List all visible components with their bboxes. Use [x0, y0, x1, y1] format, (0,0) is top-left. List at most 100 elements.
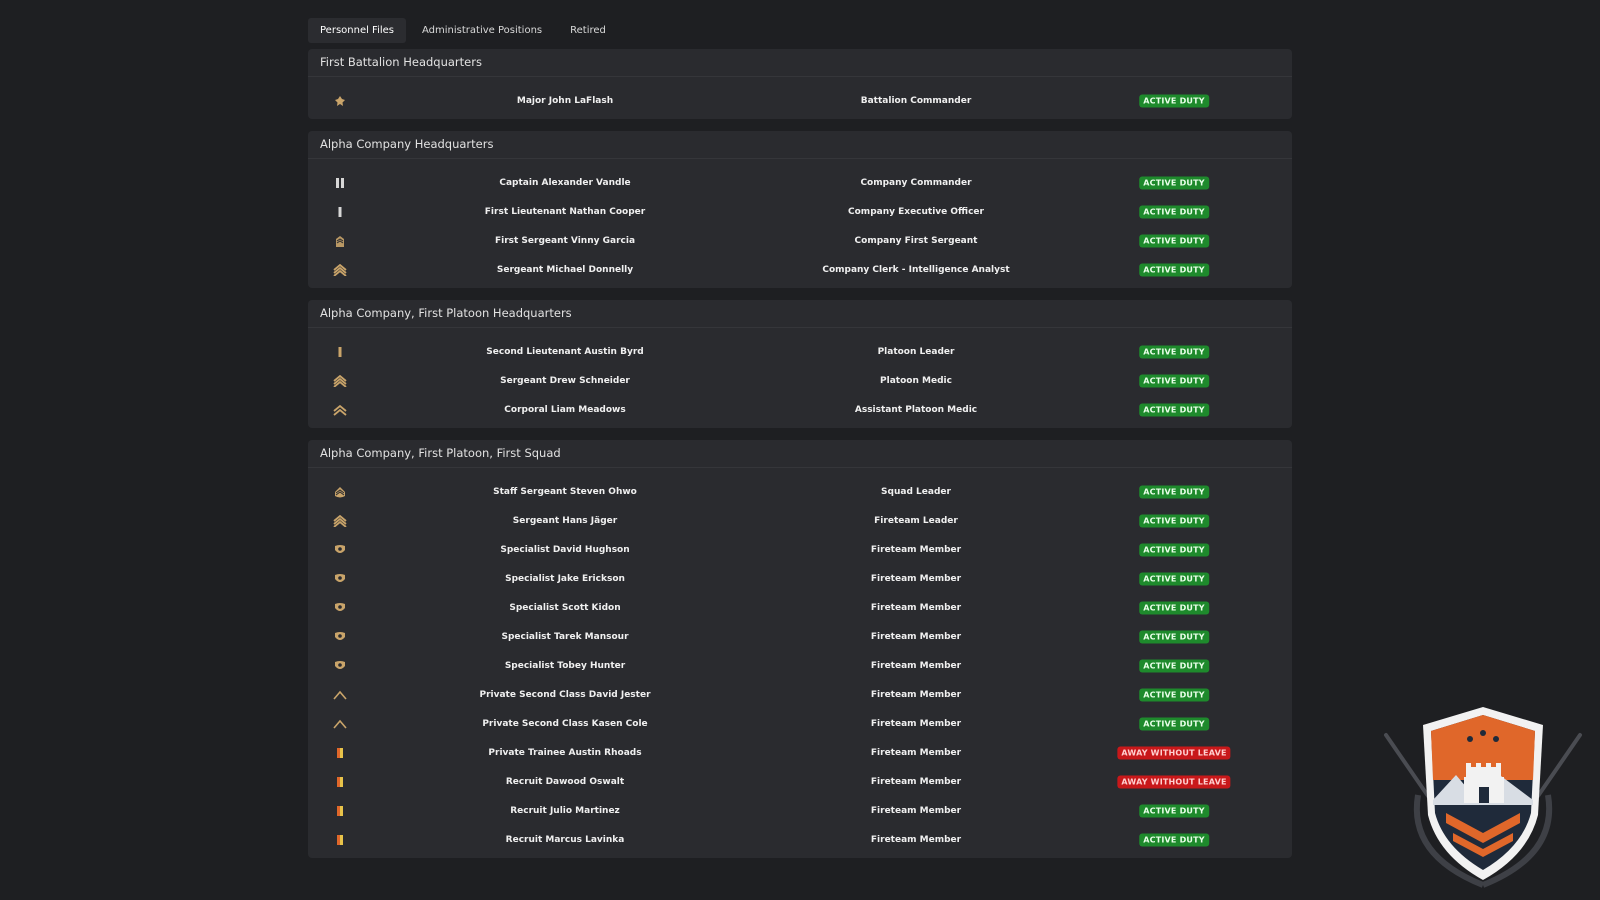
- member-position: Assistant Platoon Medic: [854, 404, 978, 415]
- status-badge: ACTIVE DUTY: [1139, 205, 1209, 218]
- status-badge: ACTIVE DUTY: [1139, 688, 1209, 701]
- recruit-insignia-icon: [333, 833, 347, 847]
- specialist-insignia-icon: [333, 630, 347, 644]
- first-sergeant-insignia-icon: [333, 234, 347, 248]
- personnel-sections: First Battalion Headquarters Major John L…: [308, 49, 1292, 870]
- personnel-list: Staff Sergeant Steven Ohwo Squad Leader AC…: [308, 468, 1292, 858]
- tab-administrative-positions[interactable]: Administrative Positions: [422, 24, 543, 36]
- personnel-section: Alpha Company, First Platoon, First Squa…: [308, 440, 1292, 858]
- member-name[interactable]: Recruit Marcus Lavinka: [505, 834, 625, 845]
- member-name[interactable]: Specialist Tobey Hunter: [504, 660, 626, 671]
- personnel-row[interactable]: Corporal Liam Meadows Assistant Platoon M…: [308, 395, 1292, 424]
- member-name[interactable]: Corporal Liam Meadows: [504, 404, 626, 415]
- member-position: Company Commander: [860, 177, 972, 188]
- sergeant-insignia-icon: [333, 374, 347, 388]
- status-badge: ACTIVE DUTY: [1139, 514, 1209, 527]
- personnel-section: Alpha Company Headquarters Captain Alexan…: [308, 131, 1292, 288]
- personnel-row[interactable]: Specialist Jake Erickson Fireteam Member A…: [308, 564, 1292, 593]
- section-title: Alpha Company Headquarters: [308, 131, 1292, 159]
- member-name[interactable]: Specialist Tarek Mansour: [501, 631, 629, 642]
- member-position: Fireteam Member: [870, 834, 962, 845]
- personnel-row[interactable]: Captain Alexander Vandle Company Commande…: [308, 168, 1292, 197]
- section-title: First Battalion Headquarters: [308, 49, 1292, 77]
- member-name[interactable]: Specialist Jake Erickson: [505, 573, 625, 584]
- personnel-row[interactable]: Recruit Dawood Oswalt Fireteam Member AWAY…: [308, 767, 1292, 796]
- member-position: Company Executive Officer: [848, 206, 984, 217]
- member-position: Fireteam Member: [870, 631, 962, 642]
- member-name[interactable]: Sergeant Michael Donnelly: [496, 264, 634, 275]
- member-position: Company First Sergeant: [854, 235, 978, 246]
- captain-insignia-icon: [333, 176, 347, 190]
- member-name[interactable]: Specialist David Hughson: [500, 544, 630, 555]
- personnel-row[interactable]: Recruit Julio Martinez Fireteam Member ACT…: [308, 796, 1292, 825]
- unit-crest-icon: [1384, 707, 1582, 888]
- member-position: Fireteam Leader: [874, 515, 958, 526]
- member-name[interactable]: Second Lieutenant Austin Byrd: [486, 346, 644, 357]
- status-badge: ACTIVE DUTY: [1139, 601, 1209, 614]
- member-position: Fireteam Member: [870, 718, 962, 729]
- member-name[interactable]: First Sergeant Vinny Garcia: [494, 235, 636, 246]
- corporal-insignia-icon: [333, 403, 347, 417]
- personnel-row[interactable]: Second Lieutenant Austin Byrd Platoon Lea…: [308, 337, 1292, 366]
- personnel-row[interactable]: Specialist Tarek Mansour Fireteam Member A…: [308, 622, 1292, 651]
- member-name[interactable]: Major John LaFlash: [516, 95, 614, 106]
- member-position: Fireteam Member: [870, 689, 962, 700]
- section-title: Alpha Company, First Platoon, First Squa…: [308, 440, 1292, 468]
- member-position: Fireteam Member: [870, 776, 962, 787]
- member-name[interactable]: Private Second Class David Jester: [479, 689, 651, 700]
- personnel-row[interactable]: Specialist David Hughson Fireteam Member A…: [308, 535, 1292, 564]
- specialist-insignia-icon: [333, 572, 347, 586]
- member-name[interactable]: First Lieutenant Nathan Cooper: [484, 206, 646, 217]
- member-position: Platoon Leader: [877, 346, 955, 357]
- member-position: Squad Leader: [881, 486, 951, 497]
- personnel-row[interactable]: Sergeant Drew Schneider Platoon Medic ACTI…: [308, 366, 1292, 395]
- status-badge: ACTIVE DUTY: [1139, 94, 1209, 107]
- member-position: Fireteam Member: [870, 660, 962, 671]
- personnel-row[interactable]: Private Second Class Kasen Cole Fireteam …: [308, 709, 1292, 738]
- member-position: Fireteam Member: [870, 805, 962, 816]
- member-position: Fireteam Member: [870, 573, 962, 584]
- sergeant-insignia-icon: [333, 514, 347, 528]
- member-position: Fireteam Member: [870, 544, 962, 555]
- tab-personnel-files[interactable]: Personnel Files: [308, 17, 406, 43]
- member-position: Company Clerk - Intelligence Analyst: [822, 264, 1010, 275]
- recruit-insignia-icon: [333, 804, 347, 818]
- personnel-row[interactable]: Specialist Tobey Hunter Fireteam Member AC…: [308, 651, 1292, 680]
- personnel-row[interactable]: Recruit Marcus Lavinka Fireteam Member ACT…: [308, 825, 1292, 854]
- member-name[interactable]: Sergeant Hans Jäger: [512, 515, 618, 526]
- personnel-section: First Battalion Headquarters Major John L…: [308, 49, 1292, 119]
- personnel-row[interactable]: First Lieutenant Nathan Cooper Company Ex…: [308, 197, 1292, 226]
- member-name[interactable]: Private Trainee Austin Rhoads: [488, 747, 642, 758]
- private-second-class-insignia-icon: [333, 688, 347, 702]
- personnel-row[interactable]: Staff Sergeant Steven Ohwo Squad Leader AC…: [308, 477, 1292, 506]
- member-name[interactable]: Staff Sergeant Steven Ohwo: [493, 486, 637, 497]
- personnel-row[interactable]: Sergeant Hans Jäger Fireteam Leader ACTIVE…: [308, 506, 1292, 535]
- trainee-insignia-icon: [333, 746, 347, 760]
- member-name[interactable]: Specialist Scott Kidon: [509, 602, 621, 613]
- recruit-insignia-icon: [333, 775, 347, 789]
- status-badge: ACTIVE DUTY: [1139, 403, 1209, 416]
- member-name[interactable]: Recruit Julio Martinez: [510, 805, 620, 816]
- member-name[interactable]: Sergeant Drew Schneider: [500, 375, 630, 386]
- personnel-row[interactable]: Major John LaFlash Battalion Commander ACT…: [308, 86, 1292, 115]
- status-badge: ACTIVE DUTY: [1139, 374, 1209, 387]
- specialist-insignia-icon: [333, 659, 347, 673]
- status-badge: ACTIVE DUTY: [1139, 630, 1209, 643]
- personnel-row[interactable]: Specialist Scott Kidon Fireteam Member ACT…: [308, 593, 1292, 622]
- status-badge: ACTIVE DUTY: [1139, 176, 1209, 189]
- personnel-row[interactable]: Sergeant Michael Donnelly Company Clerk -…: [308, 255, 1292, 284]
- personnel-row[interactable]: First Sergeant Vinny Garcia Company First…: [308, 226, 1292, 255]
- status-badge: ACTIVE DUTY: [1139, 543, 1209, 556]
- personnel-row[interactable]: Private Trainee Austin Rhoads Fireteam Me…: [308, 738, 1292, 767]
- staff-sergeant-insignia-icon: [333, 485, 347, 499]
- status-badge: ACTIVE DUTY: [1139, 234, 1209, 247]
- personnel-section: Alpha Company, First Platoon Headquarter…: [308, 300, 1292, 428]
- member-name[interactable]: Captain Alexander Vandle: [499, 177, 631, 188]
- tab-retired[interactable]: Retired: [570, 24, 606, 36]
- status-badge: AWAY WITHOUT LEAVE: [1117, 775, 1231, 788]
- private-second-class-insignia-icon: [333, 717, 347, 731]
- personnel-row[interactable]: Private Second Class David Jester Firetea…: [308, 680, 1292, 709]
- tab-bar: Personnel Files Administrative Positions R…: [308, 12, 618, 48]
- member-name[interactable]: Private Second Class Kasen Cole: [482, 718, 648, 729]
- member-name[interactable]: Recruit Dawood Oswalt: [505, 776, 625, 787]
